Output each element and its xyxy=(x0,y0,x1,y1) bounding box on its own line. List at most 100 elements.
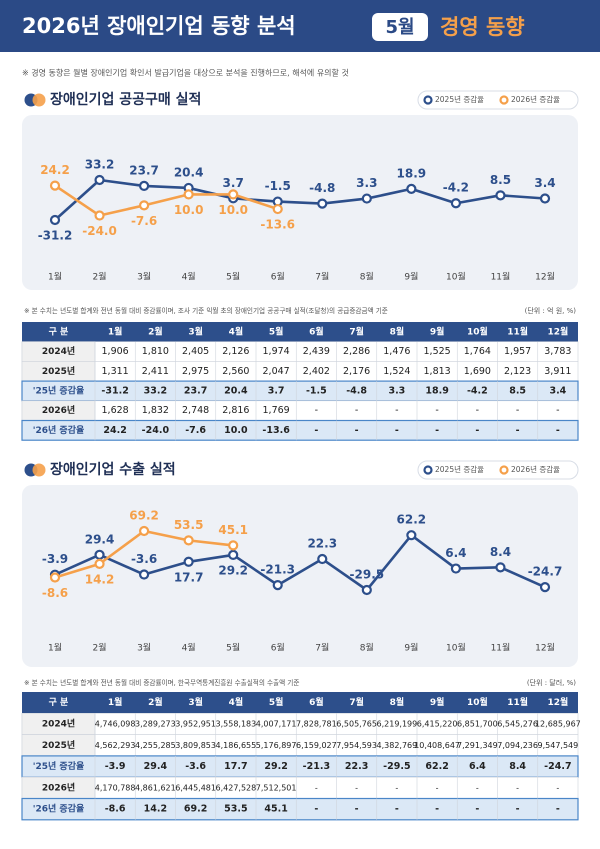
data-label: -31.2 xyxy=(38,229,73,243)
data-label: 6.4 xyxy=(445,546,466,560)
data-label: 8.5 xyxy=(490,173,511,187)
table-cell: -7.6 xyxy=(185,425,206,436)
table-cell: 1,906 xyxy=(102,346,129,357)
data-point xyxy=(539,193,551,204)
row-label: '26년 증감율 xyxy=(33,424,85,436)
table-cell: -24.7 xyxy=(544,761,571,772)
table-cell: - xyxy=(476,783,479,792)
data-label: 24.2 xyxy=(40,163,70,177)
table-cell: 1,690 xyxy=(464,366,491,377)
x-tick-label: 6월 xyxy=(271,271,285,283)
row-label: 2024년 xyxy=(42,717,75,729)
badge-box xyxy=(372,13,428,41)
table-cell: 45.1 xyxy=(264,804,287,815)
table-cell: 53.5 xyxy=(224,804,247,815)
data-point xyxy=(49,572,61,583)
table-cell: - xyxy=(395,804,399,815)
table-cell: 2,975 xyxy=(182,366,209,377)
table-cell: - xyxy=(355,425,359,436)
table-unit: (단위 : 달러, %) xyxy=(527,678,576,687)
table-header-cell: 8월 xyxy=(390,696,405,708)
table-cell: 3,809,853 xyxy=(175,741,216,750)
x-tick-label: 12월 xyxy=(535,642,555,654)
data-point xyxy=(94,549,105,560)
table-cell: 10.0 xyxy=(224,425,248,436)
table-header-cell: 4월 xyxy=(229,325,244,337)
table-header-cell: 구 분 xyxy=(49,697,69,708)
table-cell: 3.4 xyxy=(549,385,566,396)
x-tick-label: 2월 xyxy=(93,642,107,654)
table-header-row xyxy=(22,692,578,714)
row-label: '25년 증감율 xyxy=(33,384,85,396)
table-header-cell: 4월 xyxy=(229,696,244,708)
x-tick-label: 10월 xyxy=(446,271,466,283)
x-tick-label: 9월 xyxy=(404,271,418,283)
data-label: 45.1 xyxy=(218,523,248,537)
table-cell: - xyxy=(395,425,399,436)
x-tick-label: 7월 xyxy=(315,271,329,283)
table-cell: -24.0 xyxy=(142,425,170,436)
data-label: 3.7 xyxy=(223,176,244,190)
data-point xyxy=(138,180,150,192)
note: ※ 경영 동향은 월별 장애인기업 확인서 발급기업을 대상으로 분석을 진행하… xyxy=(22,68,349,78)
table-cell: 2,748 xyxy=(182,405,209,416)
series-line xyxy=(54,178,546,221)
table-cell: - xyxy=(516,783,519,792)
data-point xyxy=(94,174,105,186)
table-cell: 4,186,655 xyxy=(216,741,257,750)
data-label: 14.2 xyxy=(85,572,115,586)
table-cell: 4,382,769 xyxy=(377,741,418,750)
row-label: 2025년 xyxy=(42,365,75,377)
table-cell: 4,170,788 xyxy=(95,783,136,792)
table-row xyxy=(21,419,579,441)
table-cell: - xyxy=(475,804,479,815)
data-label: 53.5 xyxy=(174,518,204,532)
table-cell: 1,974 xyxy=(263,346,290,357)
data-label: 10.0 xyxy=(218,203,248,217)
table-cell: 6,545,276 xyxy=(497,719,538,728)
table-cell: - xyxy=(315,783,318,792)
data-label: 33.2 xyxy=(85,158,115,172)
legend-marker xyxy=(499,95,509,105)
x-tick-label: 3월 xyxy=(137,642,151,654)
table-header-cell: 11월 xyxy=(507,696,528,708)
table-cell: 2,560 xyxy=(222,366,249,377)
data-point xyxy=(228,549,239,561)
table-cell: - xyxy=(435,804,439,815)
table-header-cell: 9월 xyxy=(430,696,445,708)
table-cell: 8.5 xyxy=(509,385,526,396)
table-cell: 29.4 xyxy=(144,761,168,772)
x-tick-label: 4월 xyxy=(182,642,196,654)
table-cell: 5,176,897 xyxy=(256,741,297,750)
table-cell: -8.6 xyxy=(105,804,126,815)
table-cell: 6,159,027 xyxy=(296,741,337,750)
data-point xyxy=(406,530,417,541)
data-point xyxy=(361,584,372,596)
table-cell: -4.2 xyxy=(467,385,488,396)
table-cell: 2,126 xyxy=(222,346,249,357)
data-label: 69.2 xyxy=(129,509,159,523)
table-cell: - xyxy=(315,405,318,416)
data-point xyxy=(228,189,239,200)
table-cell: 1,813 xyxy=(424,366,451,377)
data-label: -24.7 xyxy=(528,565,563,579)
table-cell: 7,094,236 xyxy=(497,741,538,750)
table-cell: 3,911 xyxy=(544,366,571,377)
header-band xyxy=(0,0,600,52)
table-cell: 1,476 xyxy=(383,346,410,357)
data-label: -29.5 xyxy=(350,568,385,582)
row-label: 2025년 xyxy=(42,739,75,751)
data-point xyxy=(183,556,194,567)
data-point xyxy=(94,210,105,221)
table-cell: 23.7 xyxy=(184,385,207,396)
table-cell: 6,851,700 xyxy=(457,719,498,728)
table-cell: 1,832 xyxy=(142,405,169,416)
data-label: 23.7 xyxy=(129,163,159,177)
table-cell: - xyxy=(314,425,318,436)
table-cell: 4,861,621 xyxy=(135,783,176,792)
table-header-cell: 구 분 xyxy=(49,326,69,337)
table-header-cell: 3월 xyxy=(188,325,203,337)
table-header-cell: 2월 xyxy=(148,696,163,708)
legend-label: 2026년 증감율 xyxy=(511,94,560,104)
table-cell: 3,952,951 xyxy=(175,719,216,728)
